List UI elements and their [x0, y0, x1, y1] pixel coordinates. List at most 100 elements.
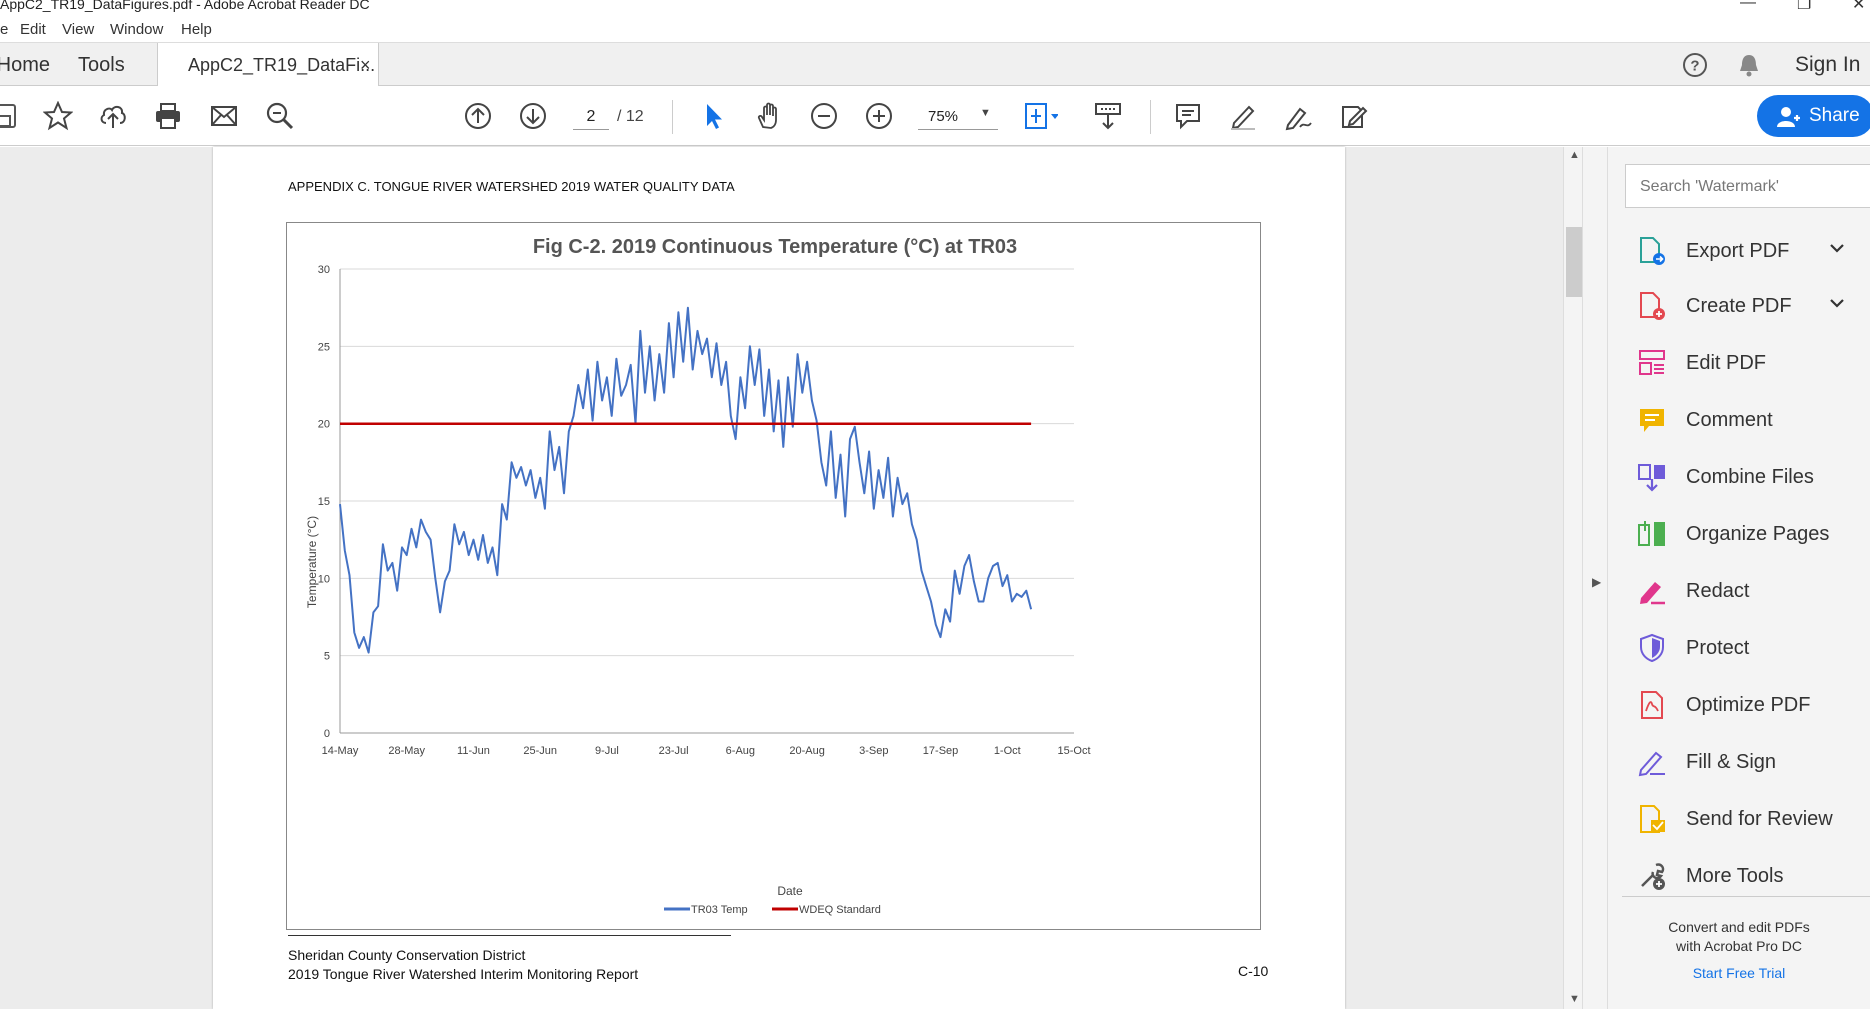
x-tick-label: 15-Oct: [1057, 745, 1090, 757]
legend-label-temp: TR03 Temp: [691, 904, 748, 916]
x-tick-label: 1-Oct: [994, 745, 1021, 757]
tool-send-review[interactable]: Send for Review: [1636, 799, 1833, 839]
tool-fill-sign[interactable]: Fill & Sign: [1636, 742, 1776, 782]
tool-label: Organize Pages: [1686, 522, 1830, 545]
x-tick-label: 9-Jul: [595, 745, 619, 757]
fit-page-icon[interactable]: [1022, 98, 1058, 134]
tool-optimize-pdf[interactable]: Optimize PDF: [1636, 685, 1810, 725]
menu-edit[interactable]: Edit: [20, 21, 46, 38]
chevron-down-icon[interactable]: [1828, 294, 1846, 318]
hand-icon[interactable]: [751, 98, 787, 134]
vertical-scrollbar[interactable]: ▲ ▼: [1563, 147, 1583, 1009]
combine-files-icon: [1636, 461, 1668, 493]
tool-export-pdf[interactable]: Export PDF: [1636, 231, 1870, 271]
tool-label: Edit PDF: [1686, 351, 1767, 374]
footer-line-1: Sheridan County Conservation District: [288, 947, 526, 963]
restore-icon[interactable]: ❐: [1797, 0, 1812, 13]
bell-icon[interactable]: [1736, 52, 1762, 78]
page-up-icon[interactable]: [460, 98, 496, 134]
more-tools-icon: [1636, 860, 1668, 892]
sign-icon[interactable]: [1280, 98, 1316, 134]
x-tick-label: 23-Jul: [659, 745, 689, 757]
tool-organize-pages[interactable]: Organize Pages: [1636, 514, 1829, 554]
scroll-thumb[interactable]: [1566, 227, 1582, 297]
x-tick-label: 6-Aug: [726, 745, 755, 757]
page-number-input[interactable]: 2: [573, 104, 609, 130]
tab-home[interactable]: Home: [0, 54, 50, 76]
upload-icon[interactable]: [95, 98, 131, 134]
tool-protect[interactable]: Protect: [1636, 628, 1749, 668]
menu-help[interactable]: Help: [181, 21, 212, 38]
y-tick-label: 20: [318, 419, 330, 431]
tool-create-pdf[interactable]: Create PDF: [1636, 286, 1870, 326]
search-icon[interactable]: [262, 98, 298, 134]
minimize-icon[interactable]: —: [1740, 0, 1756, 11]
share-button[interactable]: Share: [1757, 95, 1870, 137]
x-tick-label: 25-Jun: [523, 745, 557, 757]
y-tick-label: 5: [324, 651, 330, 663]
scroll-down-icon[interactable]: ▼: [1569, 993, 1580, 1005]
organize-pages-icon: [1636, 518, 1668, 550]
start-free-trial-link[interactable]: Start Free Trial: [1692, 965, 1786, 981]
chart-frame: [286, 222, 1261, 930]
zoom-value: 75%: [928, 108, 959, 125]
menu-file[interactable]: e: [0, 21, 9, 38]
tool-label: More Tools: [1686, 864, 1784, 887]
tool-edit-pdf[interactable]: Edit PDF: [1636, 343, 1766, 383]
select-cursor-icon[interactable]: [696, 98, 732, 134]
tool-label: Fill & Sign: [1686, 750, 1777, 773]
tool-label: Comment: [1686, 408, 1773, 431]
sign-in-link[interactable]: Sign In: [1795, 53, 1861, 76]
expand-pane-icon[interactable]: ▶: [1592, 575, 1602, 589]
chevron-down-icon[interactable]: [1828, 239, 1846, 263]
x-tick-label: 28-May: [388, 745, 425, 757]
temp-series-line: [339, 306, 1033, 654]
highlight-icon[interactable]: [1225, 98, 1261, 134]
tool-label: Send for Review: [1686, 807, 1833, 830]
y-tick-label: 15: [318, 496, 330, 508]
zoom-out-icon[interactable]: [806, 98, 842, 134]
main-toolbar: 2 / 12 75% ▼ Share: [0, 86, 1870, 146]
zoom-in-icon[interactable]: [861, 98, 897, 134]
comment-icon[interactable]: [1170, 98, 1206, 134]
tab-bar: Home Tools AppC2_TR19_DataFi... × ? Sign…: [0, 42, 1870, 88]
tab-close-icon[interactable]: ×: [360, 55, 371, 75]
scroll-mode-icon[interactable]: [1090, 98, 1126, 134]
page-down-icon[interactable]: [515, 98, 551, 134]
tool-redact[interactable]: Redact: [1636, 571, 1749, 611]
tool-label: Redact: [1686, 579, 1750, 602]
print-icon[interactable]: [150, 98, 186, 134]
pane-toggle[interactable]: ▶: [1583, 147, 1608, 1009]
footer-line-2: 2019 Tongue River Watershed Interim Moni…: [288, 966, 639, 982]
pane-divider: [1622, 896, 1870, 897]
y-tick-label: 30: [318, 264, 330, 276]
tool-more-tools[interactable]: More Tools: [1636, 856, 1783, 896]
scroll-up-icon[interactable]: ▲: [1569, 149, 1580, 161]
redact-icon: [1636, 575, 1668, 607]
y-tick-label: 0: [324, 728, 330, 740]
tool-label: Optimize PDF: [1686, 693, 1811, 716]
mail-icon[interactable]: [206, 98, 242, 134]
tab-tools[interactable]: Tools: [78, 54, 125, 76]
tools-pane: Search 'Watermark' Export PDF Create PDF…: [1608, 147, 1870, 1009]
send-review-icon: [1636, 803, 1668, 835]
chart-title: Fig C-2. 2019 Continuous Temperature (°C…: [533, 236, 1017, 258]
share-label: Share: [1809, 105, 1860, 126]
fill-sign-icon[interactable]: [1336, 98, 1372, 134]
fill-sign-icon: [1636, 746, 1668, 778]
x-tick-label: 11-Jun: [457, 745, 490, 757]
tab-document[interactable]: AppC2_TR19_DataFi... ×: [157, 43, 379, 88]
menu-view[interactable]: View: [62, 21, 95, 38]
tool-combine-files[interactable]: Combine Files: [1636, 457, 1814, 497]
help-icon[interactable]: ?: [1682, 52, 1708, 78]
save-icon[interactable]: [0, 98, 22, 134]
svg-text:?: ?: [1690, 58, 1699, 75]
chevron-down-icon: ▼: [980, 107, 991, 119]
close-window-icon[interactable]: ✕: [1852, 0, 1866, 13]
legend-label-standard: WDEQ Standard: [799, 904, 881, 916]
menu-window[interactable]: Window: [110, 21, 164, 38]
star-icon[interactable]: [40, 98, 76, 134]
search-tools-input[interactable]: Search 'Watermark': [1625, 164, 1870, 208]
tool-comment[interactable]: Comment: [1636, 400, 1773, 440]
zoom-select[interactable]: 75% ▼: [918, 102, 998, 130]
